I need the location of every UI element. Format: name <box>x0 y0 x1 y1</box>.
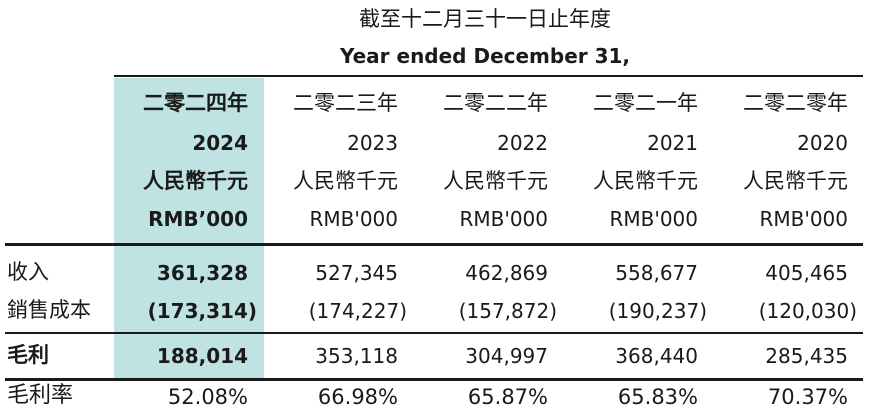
col-2024-unit-cn: 人民幣千元 <box>143 169 248 193</box>
col-2021-unit-en: RMB'000 <box>609 207 698 231</box>
cost-of-sales-2020: (120,030) <box>758 299 857 323</box>
row-label-gross-margin: 毛利率 <box>7 383 74 408</box>
col-2023-unit-cn: 人民幣千元 <box>293 169 398 193</box>
col-2023-year: 2023 <box>347 131 398 155</box>
gross-margin-top-rule <box>5 378 863 381</box>
col-2020-year: 2020 <box>797 131 848 155</box>
header-rule <box>114 75 863 77</box>
col-2022-unit-cn: 人民幣千元 <box>443 169 548 193</box>
gross-margin-2021: 65.83% <box>617 385 698 409</box>
revenue-2024: 361,328 <box>156 261 248 285</box>
header-bottom-rule <box>5 243 863 246</box>
col-2020-unit-en: RMB'000 <box>759 207 848 231</box>
title-english: Year ended December 31, <box>339 44 631 68</box>
col-2022-year-cn: 二零二二年 <box>443 91 548 115</box>
col-2021-year-cn: 二零二一年 <box>593 91 698 115</box>
gross-margin-2020: 70.37% <box>767 385 848 409</box>
revenue-2023: 527,345 <box>315 261 398 285</box>
cost-of-sales-2024: (173,314) <box>147 299 257 323</box>
row-label-cost-of-sales: 銷售成本 <box>7 298 91 322</box>
revenue-2020: 405,465 <box>765 261 848 285</box>
col-2022-year: 2022 <box>497 131 548 155</box>
col-2024-year: 2024 <box>192 131 248 155</box>
revenue-2022: 462,869 <box>465 261 548 285</box>
col-2020-year-cn: 二零二零年 <box>743 91 848 115</box>
gross-profit-top-rule <box>5 332 863 334</box>
gross-margin-2022: 65.87% <box>467 385 548 409</box>
col-2023-year-cn: 二零二三年 <box>293 91 398 115</box>
cost-of-sales-2023: (174,227) <box>308 299 407 323</box>
row-label-gross-profit: 毛利 <box>7 343 49 367</box>
col-2021-unit-cn: 人民幣千元 <box>593 169 698 193</box>
col-2020-unit-cn: 人民幣千元 <box>743 169 848 193</box>
col-2021-year: 2021 <box>647 131 698 155</box>
current-year-highlight <box>114 78 264 381</box>
gross-profit-2023: 353,118 <box>315 344 398 368</box>
gross-profit-2021: 368,440 <box>615 344 698 368</box>
gross-profit-2024: 188,014 <box>156 344 248 368</box>
col-2023-unit-en: RMB'000 <box>309 207 398 231</box>
gross-profit-2020: 285,435 <box>765 344 848 368</box>
row-label-revenue: 收入 <box>7 260 49 284</box>
col-2024-year-cn: 二零二四年 <box>143 91 248 115</box>
revenue-2021: 558,677 <box>615 261 698 285</box>
cost-of-sales-2021: (190,237) <box>608 299 707 323</box>
col-2022-unit-en: RMB'000 <box>459 207 548 231</box>
gross-profit-2022: 304,997 <box>465 344 548 368</box>
gross-margin-2024: 52.08% <box>167 385 248 409</box>
col-2024-unit-en: RMB’000 <box>148 207 248 231</box>
title-chinese: 截至十二月三十一日止年度 <box>359 7 611 31</box>
cost-of-sales-2022: (157,872) <box>458 299 557 323</box>
gross-margin-2023: 66.98% <box>317 385 398 409</box>
